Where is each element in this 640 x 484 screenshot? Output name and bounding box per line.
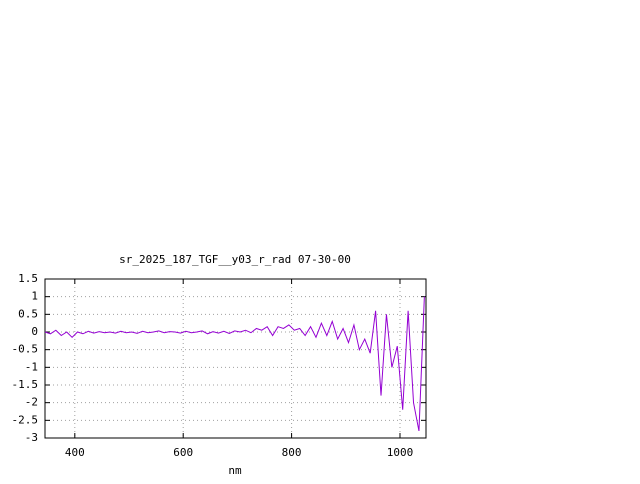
plot-frame: [44, 278, 427, 439]
data-line: [44, 296, 425, 432]
y-tick-label: -2.5: [12, 413, 39, 426]
y-tick-label: -1: [25, 360, 38, 373]
chart-title: sr_2025_187_TGF__y03_r_rad 07-30-00: [119, 253, 351, 266]
y-tick-label: -2: [25, 396, 38, 409]
y-tick-label: 0.5: [18, 307, 38, 320]
y-tick-label: 1: [31, 290, 38, 303]
x-tick-label: 600: [173, 446, 193, 459]
x-tick-label: 400: [65, 446, 85, 459]
x-axis-label: nm: [228, 464, 242, 477]
y-tick-label: 1.5: [18, 272, 38, 285]
y-tick-label: -3: [25, 431, 38, 444]
y-tick-label: 0: [31, 325, 38, 338]
y-tick-label: -1.5: [12, 378, 39, 391]
x-tick-label: 1000: [387, 446, 414, 459]
y-tick-label: -0.5: [12, 343, 39, 356]
x-tick-label: 800: [282, 446, 302, 459]
